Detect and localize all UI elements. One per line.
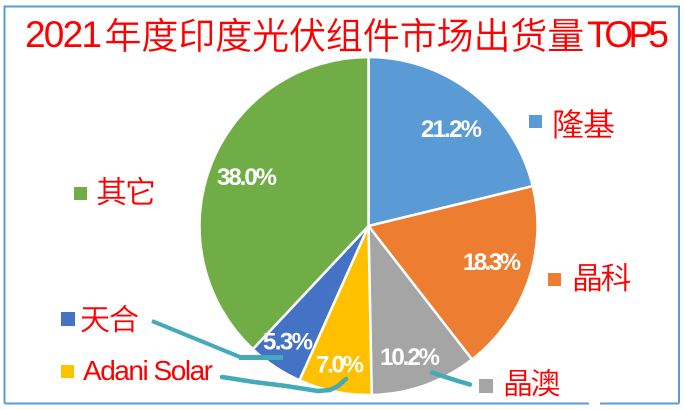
svg-text:7.0%: 7.0% — [316, 352, 364, 379]
svg-text:5.3%: 5.3% — [263, 329, 313, 356]
svg-text:Adani Solar: Adani Solar — [83, 355, 213, 386]
svg-text:TOP5: TOP5 — [587, 14, 669, 55]
svg-text:38.0%: 38.0% — [217, 164, 277, 191]
svg-text:2021: 2021 — [25, 14, 102, 55]
svg-text:10.2%: 10.2% — [380, 344, 440, 371]
svg-text:18.3%: 18.3% — [463, 249, 521, 276]
svg-text:21.2%: 21.2% — [421, 116, 482, 143]
